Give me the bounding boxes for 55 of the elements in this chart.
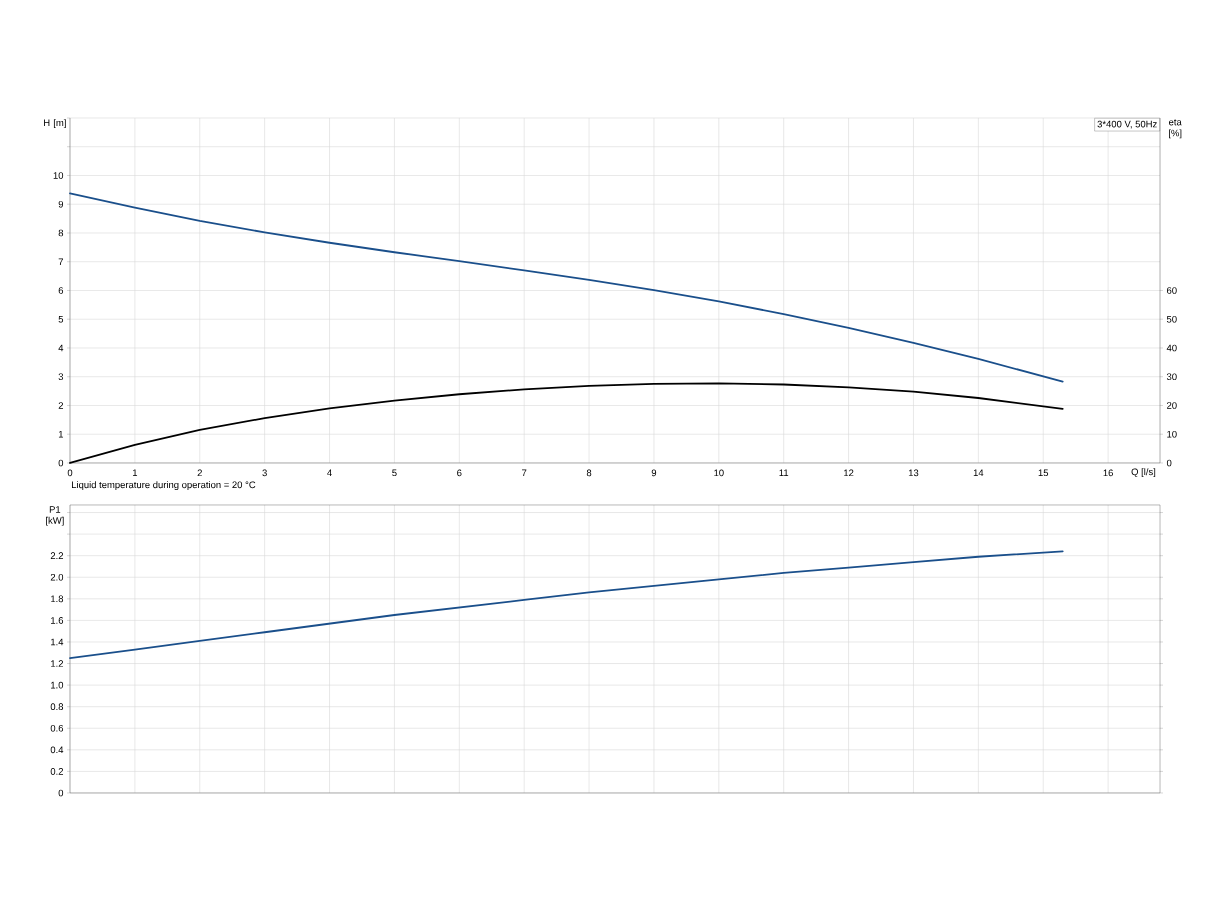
y-tick-label: 0: [58, 789, 64, 797]
y2-axis-title: eta [%]: [1169, 119, 1182, 139]
y-tick-label: 0: [58, 459, 64, 467]
y-tick-label: 3: [58, 373, 64, 381]
x-tick-label: 9: [651, 469, 657, 477]
x-tick-label: 16: [1103, 469, 1113, 477]
x-tick-label: 2: [197, 469, 202, 477]
y-axis-title: H [m]: [44, 119, 66, 129]
y2-tick-label: 60: [1167, 287, 1177, 294]
y2-tick-label: 20: [1167, 402, 1177, 409]
y2-tick-label: 40: [1166, 344, 1177, 352]
x-tick-label: 3: [262, 469, 267, 477]
y-tick-label: 0.2: [50, 768, 64, 775]
y2-tick-label: 50: [1166, 315, 1177, 323]
y-tick-label: 4: [58, 344, 64, 352]
y-tick-label: 7: [58, 258, 64, 265]
line-series: [69, 192, 1064, 383]
y-tick-label: 1.8: [51, 595, 64, 603]
text: Liquid temperature during operation = 20 °C: [71, 481, 256, 491]
x-tick-label: 4: [327, 469, 332, 477]
x-tick-label: 15: [1038, 469, 1049, 477]
y-tick-label: 8: [58, 229, 64, 237]
x-tick-label: 1: [132, 469, 138, 477]
y-tick-label: 1: [58, 430, 64, 438]
y2-tick-label: 30: [1166, 373, 1177, 381]
y2-tick-label: 0: [1166, 459, 1172, 467]
x-tick-label: 8: [586, 469, 592, 477]
x-tick-label: 14: [973, 469, 984, 477]
y-tick-label: 0.4: [50, 746, 64, 754]
y-tick-label: 10: [53, 172, 64, 179]
y-tick-label: 9: [58, 200, 64, 208]
x-tick-label: 0: [67, 469, 73, 477]
x-tick-label: 11: [779, 469, 789, 477]
y2-tick-label: 10: [1167, 430, 1177, 438]
y-tick-label: 2: [58, 402, 64, 409]
annotation: 3*400 V, 50Hz: [1097, 120, 1157, 129]
x-tick-label: 6: [457, 469, 462, 477]
y-tick-label: 1.0: [51, 681, 64, 689]
y-tick-label: 6: [58, 287, 64, 294]
x-tick-label: 13: [908, 469, 919, 477]
y-tick-label: 5: [58, 315, 64, 323]
x-tick-label: 12: [844, 469, 854, 477]
y-tick-label: 2.2: [50, 552, 64, 559]
y-tick-label: 0.8: [50, 703, 64, 711]
x-tick-label: 10: [714, 469, 724, 477]
y-tick-label: 2.0: [50, 573, 64, 581]
x-tick-label: 7: [522, 469, 527, 477]
x-tick-label: 5: [392, 469, 397, 477]
y-axis-title: P1 [kW]: [46, 506, 64, 526]
y-tick-label: 1.2: [51, 660, 64, 667]
y-tick-label: 1.6: [51, 617, 64, 624]
x-axis-title: Q [l/s]: [1131, 468, 1156, 478]
line-series: [69, 382, 1064, 464]
y-tick-label: 1.4: [51, 638, 64, 646]
y-tick-label: 0.6: [50, 724, 64, 732]
